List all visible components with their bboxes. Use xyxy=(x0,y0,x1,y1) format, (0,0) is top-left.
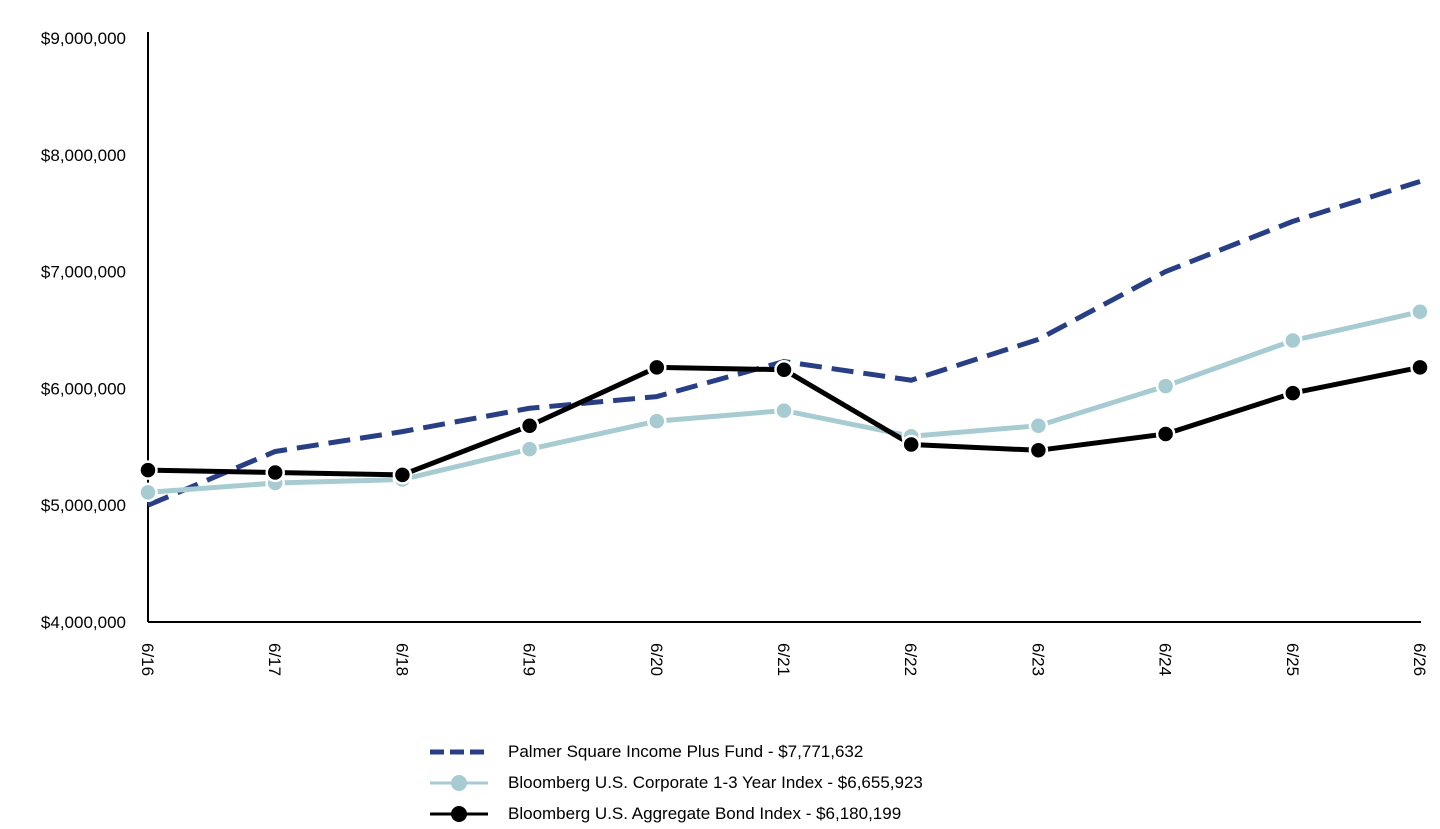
series-2-point xyxy=(774,359,794,380)
legend-swatch-corporate-index xyxy=(430,774,488,791)
legend-label-aggregate-index: Bloomberg U.S. Aggregate Bond Index - $6… xyxy=(508,803,902,823)
y-tick-label: $8,000,000 xyxy=(41,146,126,165)
legend-item-aggregate-index: Bloomberg U.S. Aggregate Bond Index - $6… xyxy=(428,798,923,829)
x-tick-label: 6/23 xyxy=(1028,643,1047,676)
x-tick-label: 6/22 xyxy=(901,643,920,676)
series-2-point xyxy=(1028,440,1049,461)
series-1-point xyxy=(138,482,158,503)
y-tick-label: $9,000,000 xyxy=(41,29,126,48)
series-line-0 xyxy=(147,179,1421,508)
y-tick-label: $4,000,000 xyxy=(41,613,126,632)
y-tick-label: $7,000,000 xyxy=(41,263,126,282)
series-1-point xyxy=(774,400,794,421)
series-2-point xyxy=(1283,383,1303,403)
series-1-point xyxy=(1028,416,1049,436)
y-axis-ticks: $4,000,000 $5,000,000 $6,000,000 $7,000,000… xyxy=(41,29,126,632)
x-tick-label: 6/17 xyxy=(265,643,284,676)
x-tick-label: 6/26 xyxy=(1410,643,1429,676)
x-tick-label: 6/16 xyxy=(138,643,157,676)
series-line-2 xyxy=(147,364,1421,478)
x-tick-label: 6/25 xyxy=(1283,643,1302,676)
legend: Palmer Square Income Plus Fund - $7,771,… xyxy=(428,736,923,829)
x-tick-label: 6/20 xyxy=(647,643,666,676)
y-tick-label: $5,000,000 xyxy=(41,496,126,515)
y-tick-label: $6,000,000 xyxy=(41,379,126,398)
x-tick-label: 6/24 xyxy=(1156,643,1175,676)
x-tick-label: 6/18 xyxy=(392,643,411,676)
legend-item-corporate-index: Bloomberg U.S. Corporate 1-3 Year Index … xyxy=(428,767,923,798)
series-layer xyxy=(138,179,1430,508)
series-2-point xyxy=(647,357,667,378)
series-1-point xyxy=(1155,376,1176,396)
legend-label-corporate-index: Bloomberg U.S. Corporate 1-3 Year Index … xyxy=(508,772,923,792)
series-2-point xyxy=(1155,424,1176,444)
legend-swatch-aggregate-index xyxy=(430,805,488,822)
legend-label-fund: Palmer Square Income Plus Fund - $7,771,… xyxy=(508,741,864,761)
x-axis-ticks: 6/16 6/17 6/18 6/19 6/20 6/21 6/22 6/23 6/24 6/25… xyxy=(138,643,1429,676)
series-2-point xyxy=(901,434,921,455)
x-tick-label: 6/21 xyxy=(774,643,793,676)
line-chart: $4,000,000 $5,000,000 $6,000,000 $7,000,000… xyxy=(41,29,1430,676)
series-2-point xyxy=(265,462,285,483)
legend-swatch-fund xyxy=(430,749,488,754)
series-2-point xyxy=(392,465,413,485)
series-2-point xyxy=(519,416,540,436)
series-1-point xyxy=(519,439,540,459)
series-1-point xyxy=(1283,330,1303,351)
x-tick-label: 6/19 xyxy=(520,643,539,676)
series-1-point xyxy=(1410,302,1430,322)
series-1-point xyxy=(647,411,667,431)
series-2-point xyxy=(138,460,158,480)
series-2-point xyxy=(1410,357,1430,378)
legend-item-fund: Palmer Square Income Plus Fund - $7,771,… xyxy=(428,736,923,767)
